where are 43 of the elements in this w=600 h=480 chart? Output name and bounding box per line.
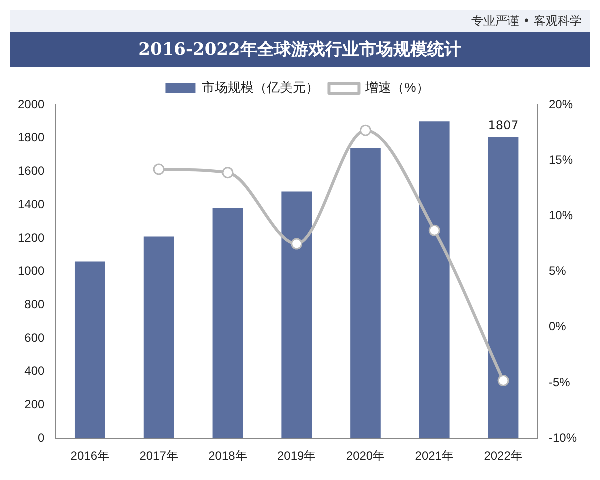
bar — [419, 122, 450, 439]
y2-tick-label: 10% — [548, 208, 574, 223]
y2-tick-label: 5% — [548, 264, 567, 278]
x-tick-label: 2022年 — [484, 449, 523, 464]
chart-subtitle: 专业严谨 • 客观科学 — [10, 10, 590, 32]
point — [153, 164, 165, 176]
x-tick-label: 2018年 — [208, 449, 248, 464]
bar — [350, 148, 381, 439]
x-tick-label: 2019年 — [277, 449, 316, 464]
y-tick-label: 1400 — [18, 197, 46, 212]
x-tick-label: 2021年 — [415, 449, 454, 464]
point — [360, 124, 372, 136]
y2-tick-label: 15% — [548, 152, 574, 167]
point — [222, 167, 234, 179]
x-tick-label: 2020年 — [346, 449, 386, 464]
x-tick-label: 2016年 — [70, 449, 110, 464]
y-tick-label: 1800 — [18, 130, 46, 145]
bar — [488, 137, 519, 439]
y-tick-label: 1200 — [18, 230, 46, 245]
bar — [212, 208, 244, 439]
y-tick-label: 0 — [38, 430, 46, 445]
bar — [282, 192, 312, 439]
y-tick-label: 400 — [24, 364, 46, 378]
point — [428, 224, 440, 236]
bar — [74, 262, 106, 439]
y2-tick-label: -10% — [548, 430, 578, 445]
bar — [144, 236, 174, 439]
y-tick-label: 1000 — [18, 264, 46, 278]
chart-title: 2016-2022年全球游戏行业市场规模统计 — [10, 32, 590, 67]
point — [291, 238, 303, 250]
legend-label: 市场规模（亿美元） — [202, 80, 320, 96]
y2-tick-label: 0% — [548, 320, 567, 334]
y-tick-label: 800 — [24, 297, 46, 312]
point — [498, 375, 510, 387]
y2-tick-label: 20% — [548, 97, 574, 112]
y-tick-label: 600 — [24, 330, 46, 345]
y-tick-label: 1600 — [18, 164, 46, 178]
x-tick-label: 2017年 — [140, 449, 178, 464]
legend-label: 增速（%） — [364, 80, 430, 96]
y2-tick-label: -5% — [548, 375, 571, 390]
y-tick-label: 2000 — [18, 97, 46, 112]
y-tick-label: 200 — [24, 398, 46, 412]
data-label: 1807 — [488, 118, 519, 132]
